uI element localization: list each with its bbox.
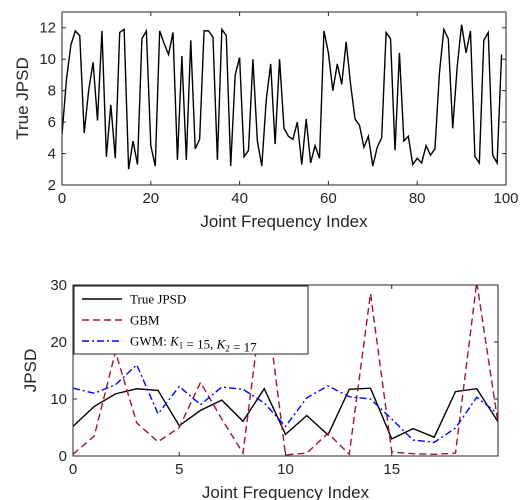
series-line-true-jpsd — [62, 24, 503, 170]
y-tick-label: 0 — [59, 448, 67, 465]
x-tick-label: 15 — [383, 461, 400, 478]
x-tick-label: 20 — [142, 190, 159, 207]
x-tick-label: 60 — [320, 190, 337, 207]
x-tick-label: 100 — [493, 190, 518, 207]
legend-label: GWM: K1 = 15, K2 = 17 — [130, 334, 257, 355]
y-tick-label: 10 — [39, 51, 56, 68]
legend-box — [73, 285, 309, 355]
y-tick-label: 10 — [50, 391, 67, 408]
y-tick-label: 30 — [50, 277, 67, 294]
y-tick-label: 4 — [48, 146, 56, 163]
x-axis-label: Joint Frequency Index — [202, 483, 370, 500]
x-tick-label: 40 — [231, 190, 248, 207]
legend-label: GBM — [130, 313, 160, 328]
legend-subscript: 1 — [179, 341, 184, 351]
top-chart-panel: 0 20 40 60 80 100 2 4 6 8 10 12 Joint Frequency Inde… — [13, 11, 519, 231]
x-tick-label: 0 — [58, 190, 66, 207]
series-line-gwm — [73, 363, 498, 444]
legend-label: True JPSD — [130, 292, 186, 307]
y-tick-label: 8 — [48, 83, 56, 100]
legend-subscript: 2 — [225, 344, 230, 354]
axes-frame — [61, 11, 507, 186]
x-tick-label: 0 — [69, 461, 77, 478]
x-axis-label: Joint Frequency Index — [200, 212, 368, 231]
bottom-chart-panel: 0 5 10 15 0 10 20 30 Joint Frequency Index JPSD — [21, 277, 499, 500]
y-axis-label: JPSD — [21, 349, 40, 392]
y-axis-label: True JPSD — [13, 57, 32, 140]
legend: True JPSD GBM GWM: K1 = 15, K2 = 17 — [73, 285, 309, 355]
x-tick-label: 10 — [277, 461, 294, 478]
y-tick-label: 20 — [50, 334, 67, 351]
x-tick-label: 5 — [175, 461, 183, 478]
series-line-true-jpsd — [73, 387, 498, 440]
y-tick-label: 12 — [39, 20, 56, 37]
series-line-gbm — [73, 285, 498, 456]
x-tick-label: 80 — [409, 190, 426, 207]
y-tick-label: 6 — [48, 114, 56, 131]
y-tick-label: 2 — [48, 177, 56, 194]
